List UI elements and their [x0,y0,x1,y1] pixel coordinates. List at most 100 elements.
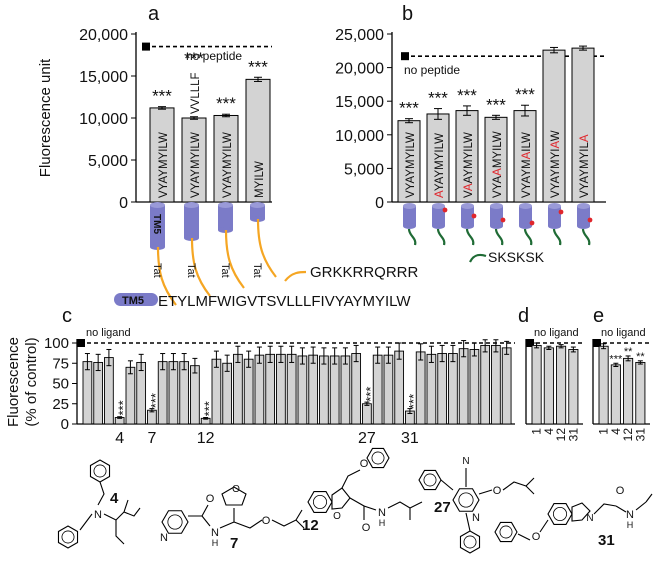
mutation-dot [471,213,477,219]
aromatic-circle [167,514,183,530]
bar [415,351,426,425]
y-tick-label: 15,000 [335,94,384,111]
helix-top [461,203,474,209]
bar [437,353,448,425]
furan-ring [221,486,247,506]
benzene-ring [418,469,442,491]
y-tick-label: 10,000 [79,111,128,128]
compound-label: 31 [598,532,615,549]
atom-label: O [532,531,541,543]
helix-top [150,202,165,208]
helix-top [548,203,561,209]
bond [363,505,377,511]
tat-legend-line [284,270,307,282]
bond [188,504,209,517]
tm5-helix [150,205,165,247]
bar [82,361,93,425]
bond [219,508,235,529]
aromatic-circle [423,473,437,487]
panel-label: e [593,305,604,327]
sk-tail [552,228,562,246]
bond [593,503,617,515]
bar [308,354,319,425]
atom-label: O [616,485,625,497]
benzene-ring [366,447,390,469]
aromatic-circle [553,506,568,521]
bar [179,361,190,425]
reference-marker [401,52,409,61]
significance: *** [609,353,623,365]
tat-sequence: GRKKRRQRRR [310,264,419,281]
tm5-helix [403,206,416,226]
atom-label: N [94,509,102,521]
bar [610,364,621,425]
y-axis-label: Fluorescence unit [37,58,54,177]
bar [383,354,394,425]
sk-tail [581,228,591,246]
aromatic-circle [312,494,327,509]
tat-label: Tat [251,263,263,278]
helix-bottom [461,223,474,229]
bar [480,344,491,425]
y-axis-label: Fluorescence [5,337,22,427]
bar [372,354,383,425]
bar [93,361,104,425]
bond [525,485,535,495]
aromatic-circle [61,530,75,544]
tat-label: Tat [185,263,197,278]
bar [543,347,554,425]
bond [502,477,535,491]
x-tick-label: 12 [554,428,568,442]
bar [448,353,458,425]
x-tick-label: 31 [633,428,647,442]
bond [387,501,423,509]
y-tick-label: 20,000 [335,61,384,78]
tat-tail [190,237,211,297]
benzene-ring [547,503,573,525]
x-tick-label: 1 [530,428,544,435]
tat-label: Tat [219,263,231,278]
bond [295,509,303,521]
bond [478,489,493,495]
significance: *** [152,87,172,106]
atom-label: N [462,456,469,467]
y-tick-label: 20,000 [79,27,128,44]
reference-marker [142,42,150,51]
helix-bottom [403,223,416,229]
sk-legend-line [469,253,487,263]
reference-label: no ligand [601,327,646,339]
mutation-dot [529,220,535,226]
bar [104,357,114,425]
sk-tail [407,228,417,246]
bar [297,355,308,425]
y-tick-label: 10,000 [335,128,384,145]
significance: *** [248,57,268,76]
sk-tail [436,228,446,246]
mutation-dot [558,209,564,215]
significance: *** [184,49,204,68]
bar-label: VYAAMYILW [492,131,504,198]
helix-top [403,203,416,209]
bar [286,353,297,425]
atom-label: O [206,493,215,505]
bar-label: VYAYMYILW [158,132,170,198]
x-tick-label: 27 [358,430,376,447]
benzene-ring [57,525,79,549]
compound-label: 12 [302,517,319,534]
bar [351,353,362,425]
helix-bottom [490,223,503,229]
helix-top [432,203,445,209]
bar [635,361,646,425]
bar-label: VYAYMYILW [405,132,417,198]
helix-top [519,203,532,209]
significance: ** [636,351,645,363]
x-tick-label: 12 [621,428,635,442]
tat-label: Tat [151,263,163,278]
tm5-helix [432,206,445,226]
atom-label: N [378,507,386,519]
atom-label: O [262,515,271,527]
tm5-helix-label: TM5 [151,214,162,234]
atom-label: O [333,511,341,522]
